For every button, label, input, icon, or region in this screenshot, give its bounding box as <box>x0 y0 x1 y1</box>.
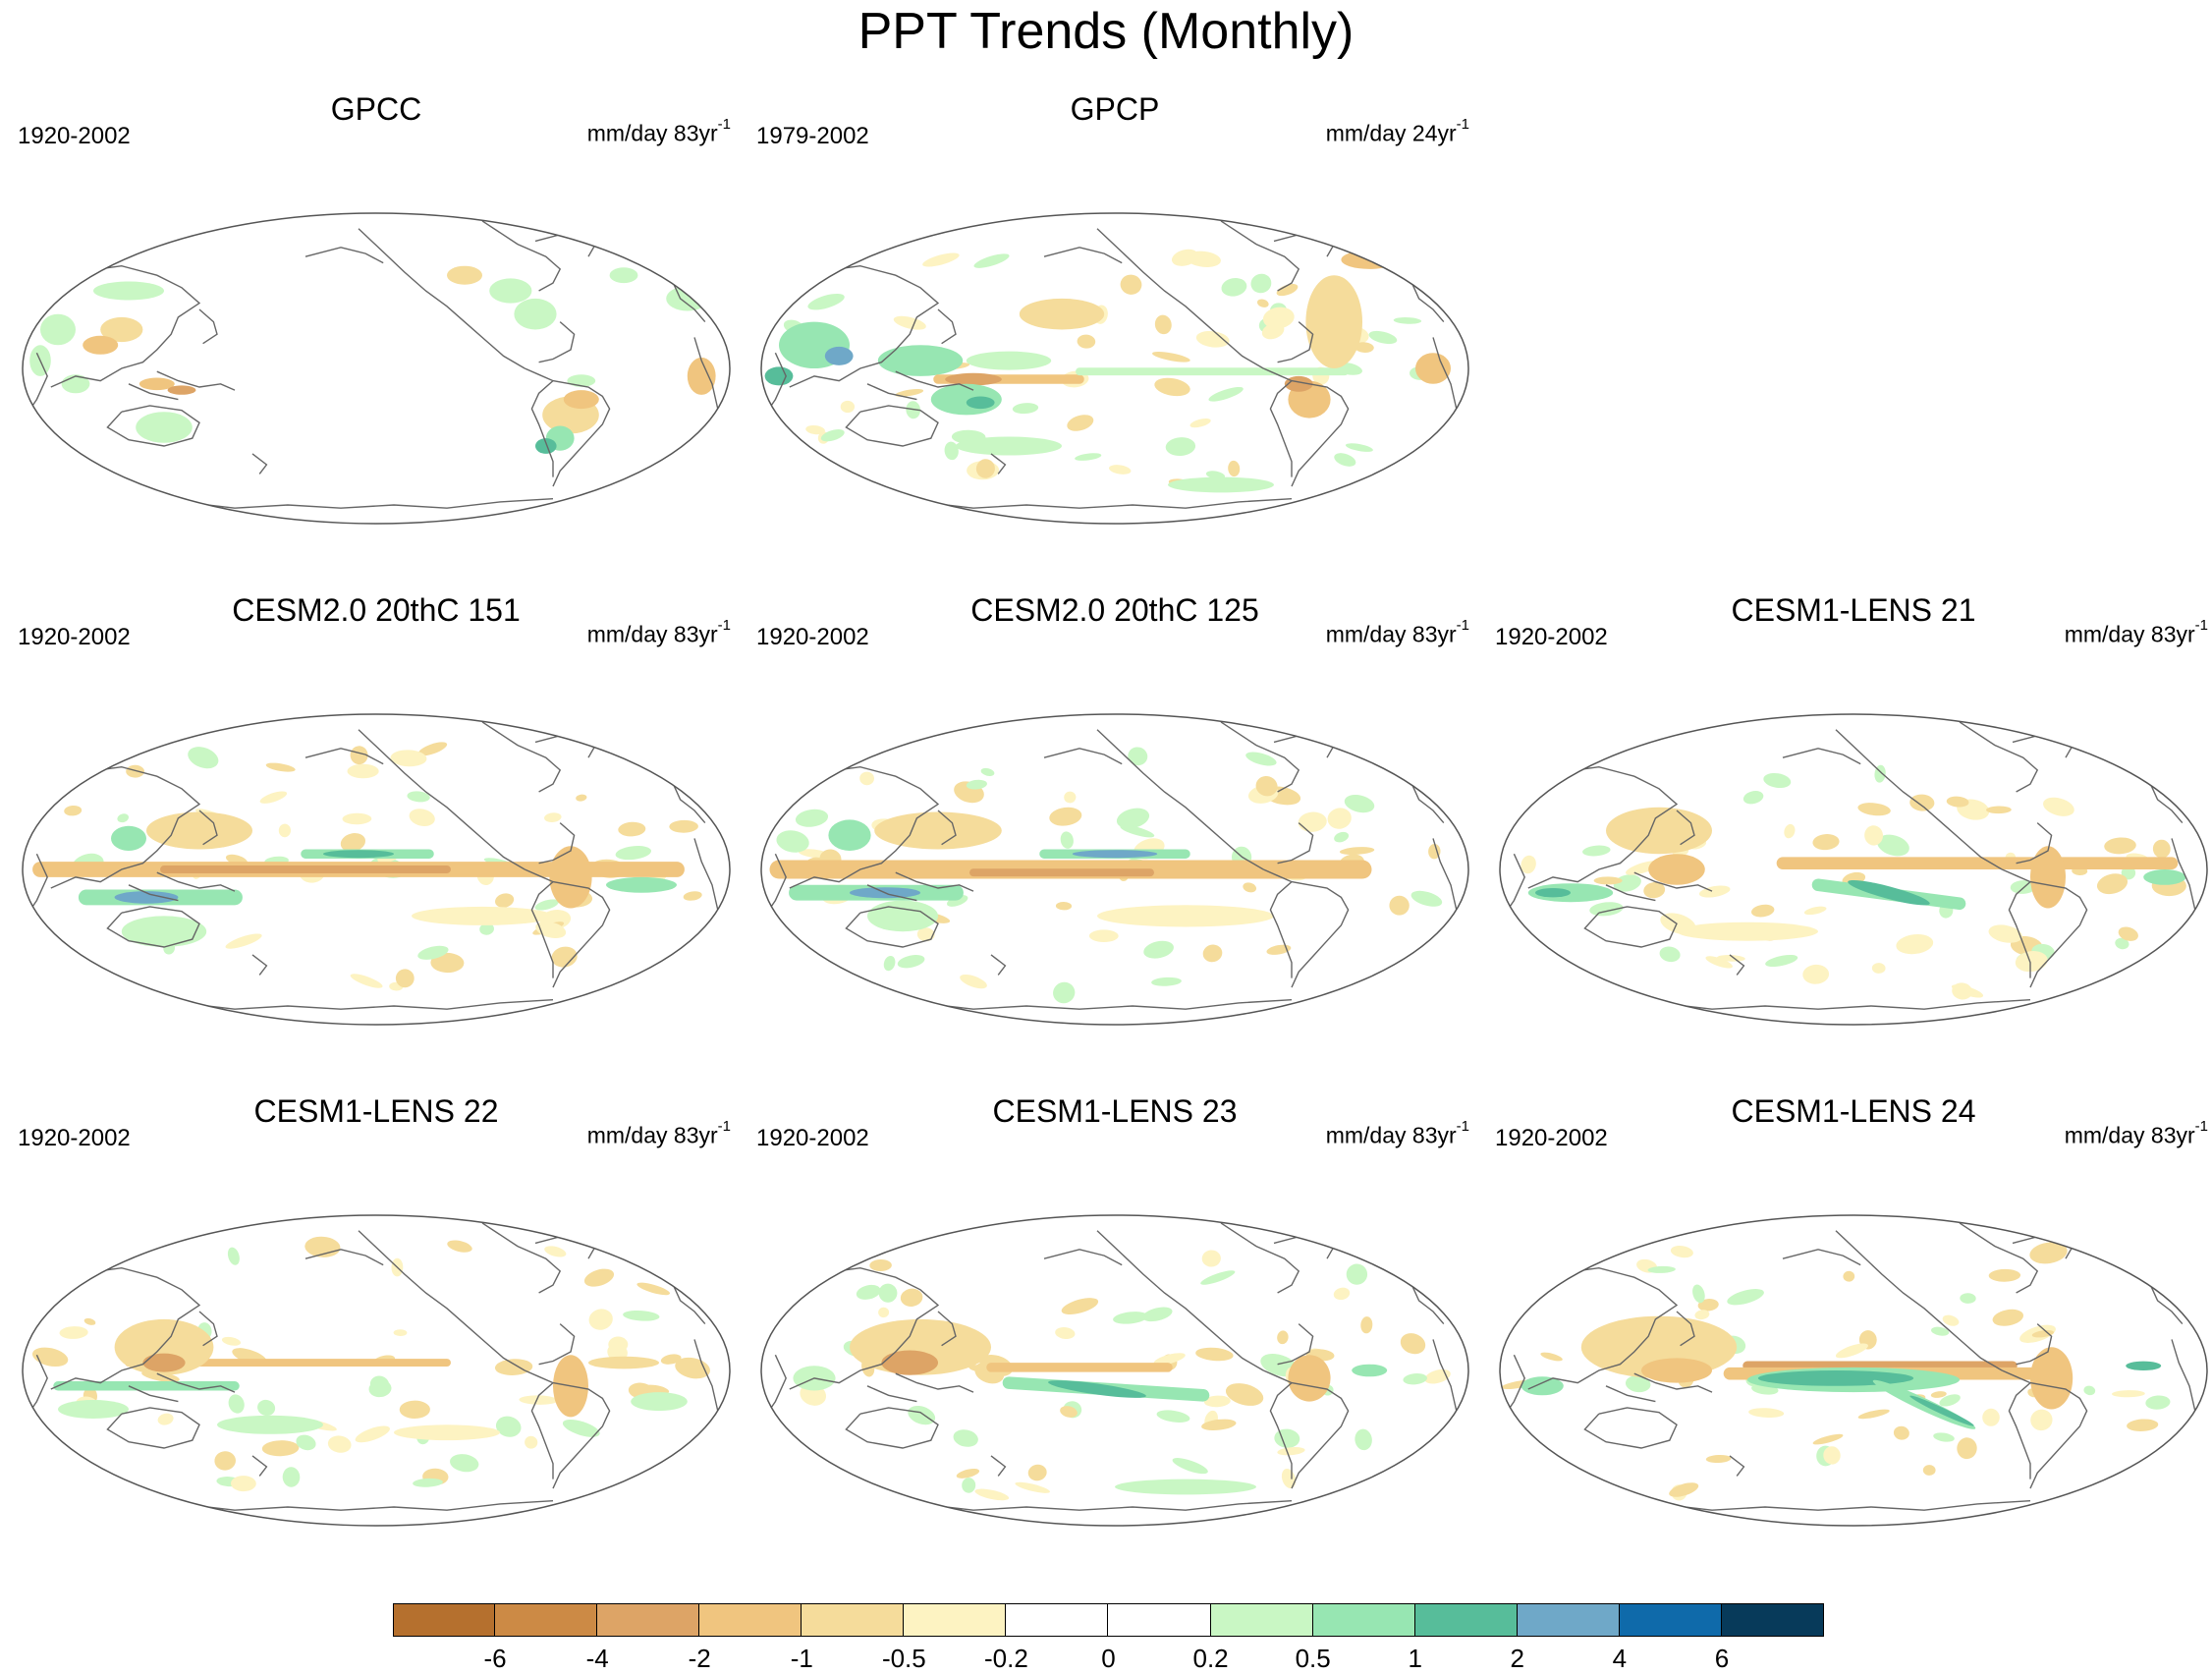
trend-field <box>764 1222 1459 1511</box>
colorbar-swatch <box>1108 1603 1211 1637</box>
colorbar-tick-label: -0.5 <box>881 1644 926 1673</box>
colorbar-tick-label: -2 <box>688 1644 711 1673</box>
colorbar-swatch <box>1517 1603 1620 1637</box>
colorbar-swatch <box>699 1603 802 1637</box>
trend-field <box>764 721 1459 1010</box>
trend-field <box>1501 1222 2197 1511</box>
map-outline <box>760 713 1469 1026</box>
trend-field <box>26 721 720 1010</box>
map-panel: GPCP 1979-2002 mm/day 24yr-1 <box>747 88 1483 580</box>
colorbar-swatch <box>1312 1603 1415 1637</box>
world-map <box>22 212 731 525</box>
world-map <box>760 713 1469 1026</box>
figure-title: PPT Trends (Monthly) <box>857 3 1355 60</box>
colorbar-swatch <box>1006 1603 1109 1637</box>
panel-period: 1920-2002 <box>18 624 131 650</box>
panel-period: 1920-2002 <box>1495 1125 1608 1151</box>
panel-period: 1920-2002 <box>756 624 869 650</box>
colorbar-tick-label: 4 <box>1612 1644 1628 1673</box>
colorbar-swatch <box>1210 1603 1313 1637</box>
panel-title: CESM2.0 20thC 151 <box>232 592 521 628</box>
panel-title: GPCC <box>330 91 422 127</box>
map-outline <box>760 212 1469 525</box>
panel-title: CESM1-LENS 24 <box>1731 1093 1976 1129</box>
trend-field <box>26 220 720 509</box>
colorbar-swatch <box>904 1603 1007 1637</box>
colorbar-tick-label: 6 <box>1714 1644 1730 1673</box>
world-map <box>760 212 1469 525</box>
map-outline <box>1499 1214 2208 1527</box>
map-background <box>23 1215 730 1526</box>
map-outline <box>760 1214 1469 1527</box>
colorbar <box>393 1603 1824 1639</box>
map-panel: CESM1-LENS 22 1920-2002 mm/day 83yr-1 <box>8 1090 745 1582</box>
panel-period: 1979-2002 <box>756 123 869 149</box>
map-panel: CESM1-LENS 21 1920-2002 mm/day 83yr-1 <box>1485 589 2212 1081</box>
trend-field <box>764 220 1459 509</box>
colorbar-swatch <box>495 1603 598 1637</box>
panel-units: mm/day 83yr-1 <box>586 617 731 647</box>
map-outline <box>22 212 731 525</box>
map-panel: CESM2.0 20thC 125 1920-2002 mm/day 83yr-… <box>747 589 1483 1081</box>
map-panel: CESM1-LENS 24 1920-2002 mm/day 83yr-1 <box>1485 1090 2212 1582</box>
colorbar-swatch <box>1619 1603 1722 1637</box>
colorbar-tick-label: 1 <box>1408 1644 1422 1673</box>
panel-units: mm/day 83yr-1 <box>1325 617 1469 647</box>
panel-units: mm/day 83yr-1 <box>586 116 731 146</box>
panel-title: CESM1-LENS 23 <box>992 1093 1238 1129</box>
panel-period: 1920-2002 <box>756 1125 869 1151</box>
world-map <box>22 713 731 1026</box>
colorbar-swatch <box>1721 1603 1824 1637</box>
panel-units: mm/day 83yr-1 <box>2064 1118 2208 1148</box>
world-map <box>760 1214 1469 1527</box>
trend-field <box>26 1222 720 1511</box>
world-map <box>1499 1214 2208 1527</box>
colorbar-tick-label: 0.5 <box>1295 1644 1331 1673</box>
colorbar-tick-label: 0 <box>1101 1644 1116 1673</box>
map-outline <box>22 713 731 1026</box>
panel-title: CESM2.0 20thC 125 <box>970 592 1259 628</box>
colorbar-tick-label: 0.2 <box>1192 1644 1229 1673</box>
panel-period: 1920-2002 <box>18 123 131 149</box>
world-map <box>1499 713 2208 1026</box>
panel-period: 1920-2002 <box>1495 624 1608 650</box>
colorbar-tick-label: 2 <box>1510 1644 1525 1673</box>
map-outline <box>1499 713 2208 1026</box>
panel-units: mm/day 83yr-1 <box>586 1118 731 1148</box>
map-panel: GPCC 1920-2002 mm/day 83yr-1 <box>8 88 745 580</box>
panel-units: mm/day 24yr-1 <box>1325 116 1469 146</box>
panel-title: GPCP <box>1070 91 1160 127</box>
world-map <box>22 1214 731 1527</box>
panel-period: 1920-2002 <box>18 1125 131 1151</box>
colorbar-swatch <box>393 1603 496 1637</box>
panel-units: mm/day 83yr-1 <box>1325 1118 1469 1148</box>
trend-field <box>1503 721 2197 1010</box>
panel-title: CESM1-LENS 21 <box>1731 592 1976 628</box>
colorbar-tick-label: -1 <box>790 1644 813 1673</box>
map-panel: CESM1-LENS 23 1920-2002 mm/day 83yr-1 <box>747 1090 1483 1582</box>
panel-units: mm/day 83yr-1 <box>2064 617 2208 647</box>
colorbar-swatch <box>597 1603 700 1637</box>
colorbar-tick-label: -4 <box>585 1644 609 1673</box>
colorbar-swatch <box>802 1603 905 1637</box>
map-panel: CESM2.0 20thC 151 1920-2002 mm/day 83yr-… <box>8 589 745 1081</box>
map-outline <box>22 1214 731 1527</box>
colorbar-tick-label: -6 <box>483 1644 507 1673</box>
colorbar-swatch <box>1414 1603 1518 1637</box>
panel-title: CESM1-LENS 22 <box>253 1093 499 1129</box>
colorbar-tick-label: -0.2 <box>984 1644 1028 1673</box>
